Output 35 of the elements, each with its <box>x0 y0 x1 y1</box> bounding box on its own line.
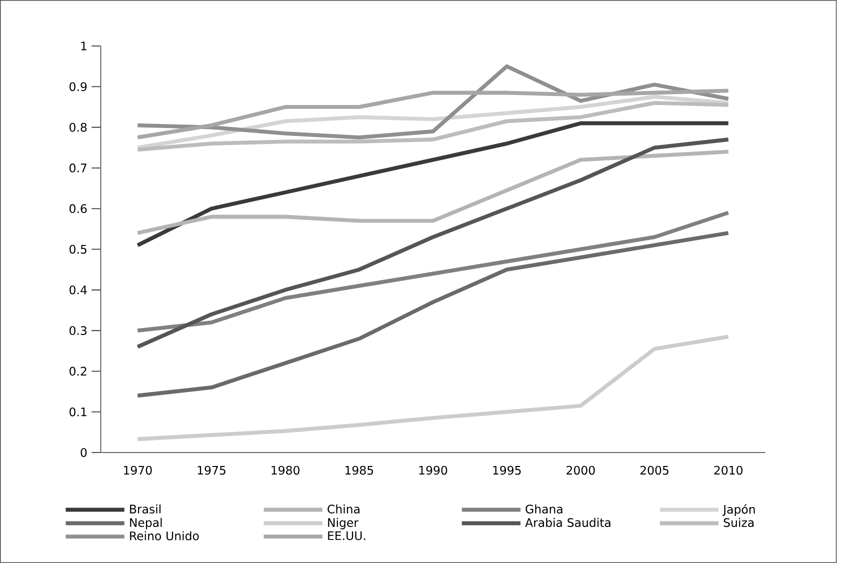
legend-label: Suiza <box>724 518 754 527</box>
y-tick-label: 0.2 <box>70 366 86 376</box>
legend-label: Reino Unido <box>130 531 199 540</box>
legend-label: Ghana <box>526 504 562 514</box>
y-tick-label: 0 <box>80 448 87 457</box>
x-tick-label: 1975 <box>198 466 226 475</box>
line-series <box>136 231 730 398</box>
line-series <box>136 88 730 140</box>
legend-label: Niger <box>328 518 358 530</box>
y-tick-label: 0.4 <box>70 285 87 294</box>
x-tick-label: 1970 <box>124 466 152 475</box>
x-tick-label: 2010 <box>714 466 742 475</box>
legend-label: Arabia Saudita <box>525 518 610 527</box>
y-tick-label: 0.8 <box>70 122 87 132</box>
x-tick-label: 1985 <box>346 466 374 475</box>
x-tick-label: 1980 <box>272 466 300 475</box>
line-series <box>136 150 730 235</box>
x-tick-label: 1995 <box>493 466 521 475</box>
y-tick-label: 0.3 <box>70 326 86 335</box>
y-tick-label: 0.1 <box>70 407 86 416</box>
line-series <box>136 334 730 442</box>
x-tick-label: 2005 <box>640 466 668 475</box>
legend-label: Japón <box>722 504 755 516</box>
y-tick-label: 1 <box>81 42 86 50</box>
y-tick-label: 0.5 <box>70 244 86 254</box>
x-tick-label: 2000 <box>566 466 595 475</box>
legend-label: Brasil <box>130 504 161 514</box>
y-tick-label: 0.6 <box>70 204 87 214</box>
line-series <box>136 138 730 349</box>
x-tick-label: 1990 <box>419 466 448 475</box>
y-tick-label: 0.9 <box>70 82 87 92</box>
legend-label: China <box>328 504 360 514</box>
y-tick-label: 0.7 <box>70 164 86 172</box>
legend-label: EE.UU. <box>328 531 366 540</box>
legend-label: Nepal <box>130 518 162 530</box>
